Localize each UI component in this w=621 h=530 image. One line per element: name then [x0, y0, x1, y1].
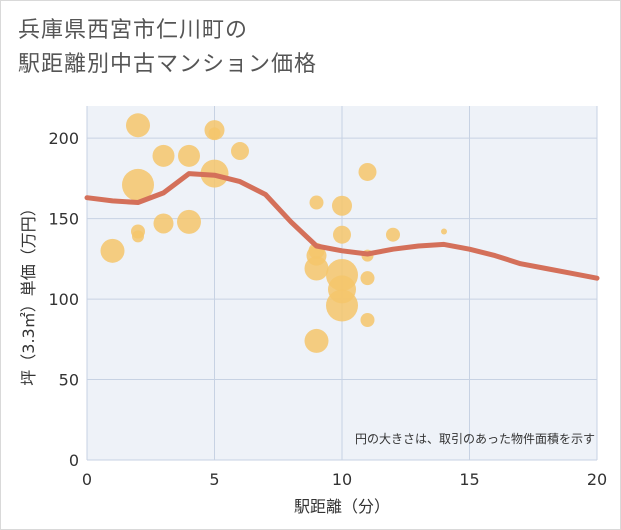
- y-tick-label: 150: [48, 210, 79, 229]
- bubble-point: [208, 127, 221, 140]
- bubble-point: [360, 271, 375, 286]
- y-tick-label: 50: [59, 371, 79, 390]
- x-tick-label: 15: [459, 470, 479, 489]
- bubble-point: [100, 238, 125, 263]
- title-line-1: 兵庫県西宮市仁川町の: [18, 18, 249, 43]
- y-tick-label: 200: [48, 129, 79, 148]
- bubble-point: [360, 313, 375, 328]
- bubble-point: [358, 162, 377, 181]
- bubble-point: [178, 144, 200, 167]
- bubble-point: [132, 230, 144, 243]
- bubble-point: [332, 195, 352, 216]
- bubble-point: [386, 227, 400, 242]
- x-tick-label: 0: [82, 470, 92, 489]
- y-tick-label: 0: [69, 451, 79, 470]
- trend-line: [84, 171, 600, 281]
- size-note: 円の大きさは、取引のあった物件面積を示す: [355, 431, 595, 446]
- bubble-point: [441, 228, 447, 235]
- bubble-point: [309, 195, 324, 210]
- title-line-2: 駅距離別中古マンション価格: [18, 52, 318, 77]
- bubble-point: [333, 225, 351, 244]
- x-tick-label: 20: [587, 470, 607, 489]
- bubble-point: [126, 113, 150, 138]
- bubble-series: [100, 113, 447, 353]
- bubble-point: [122, 168, 154, 201]
- x-axis-label: 駅距離（分）: [294, 497, 390, 516]
- bubble-point: [152, 144, 175, 167]
- y-tick-label: 100: [48, 290, 79, 309]
- bubble-point: [177, 209, 201, 234]
- bubble-point: [304, 328, 329, 353]
- x-tick-label: 5: [209, 470, 219, 489]
- y-axis-label: 坪（3.3㎡）単価（万円）: [19, 200, 38, 385]
- bubble-point: [153, 213, 174, 234]
- chart-title: 兵庫県西宮市仁川町の 駅距離別中古マンション価格: [18, 14, 317, 82]
- x-tick-label: 10: [332, 470, 352, 489]
- bubble-point: [304, 256, 329, 281]
- bubble-point: [326, 289, 358, 322]
- bubble-point: [231, 142, 249, 161]
